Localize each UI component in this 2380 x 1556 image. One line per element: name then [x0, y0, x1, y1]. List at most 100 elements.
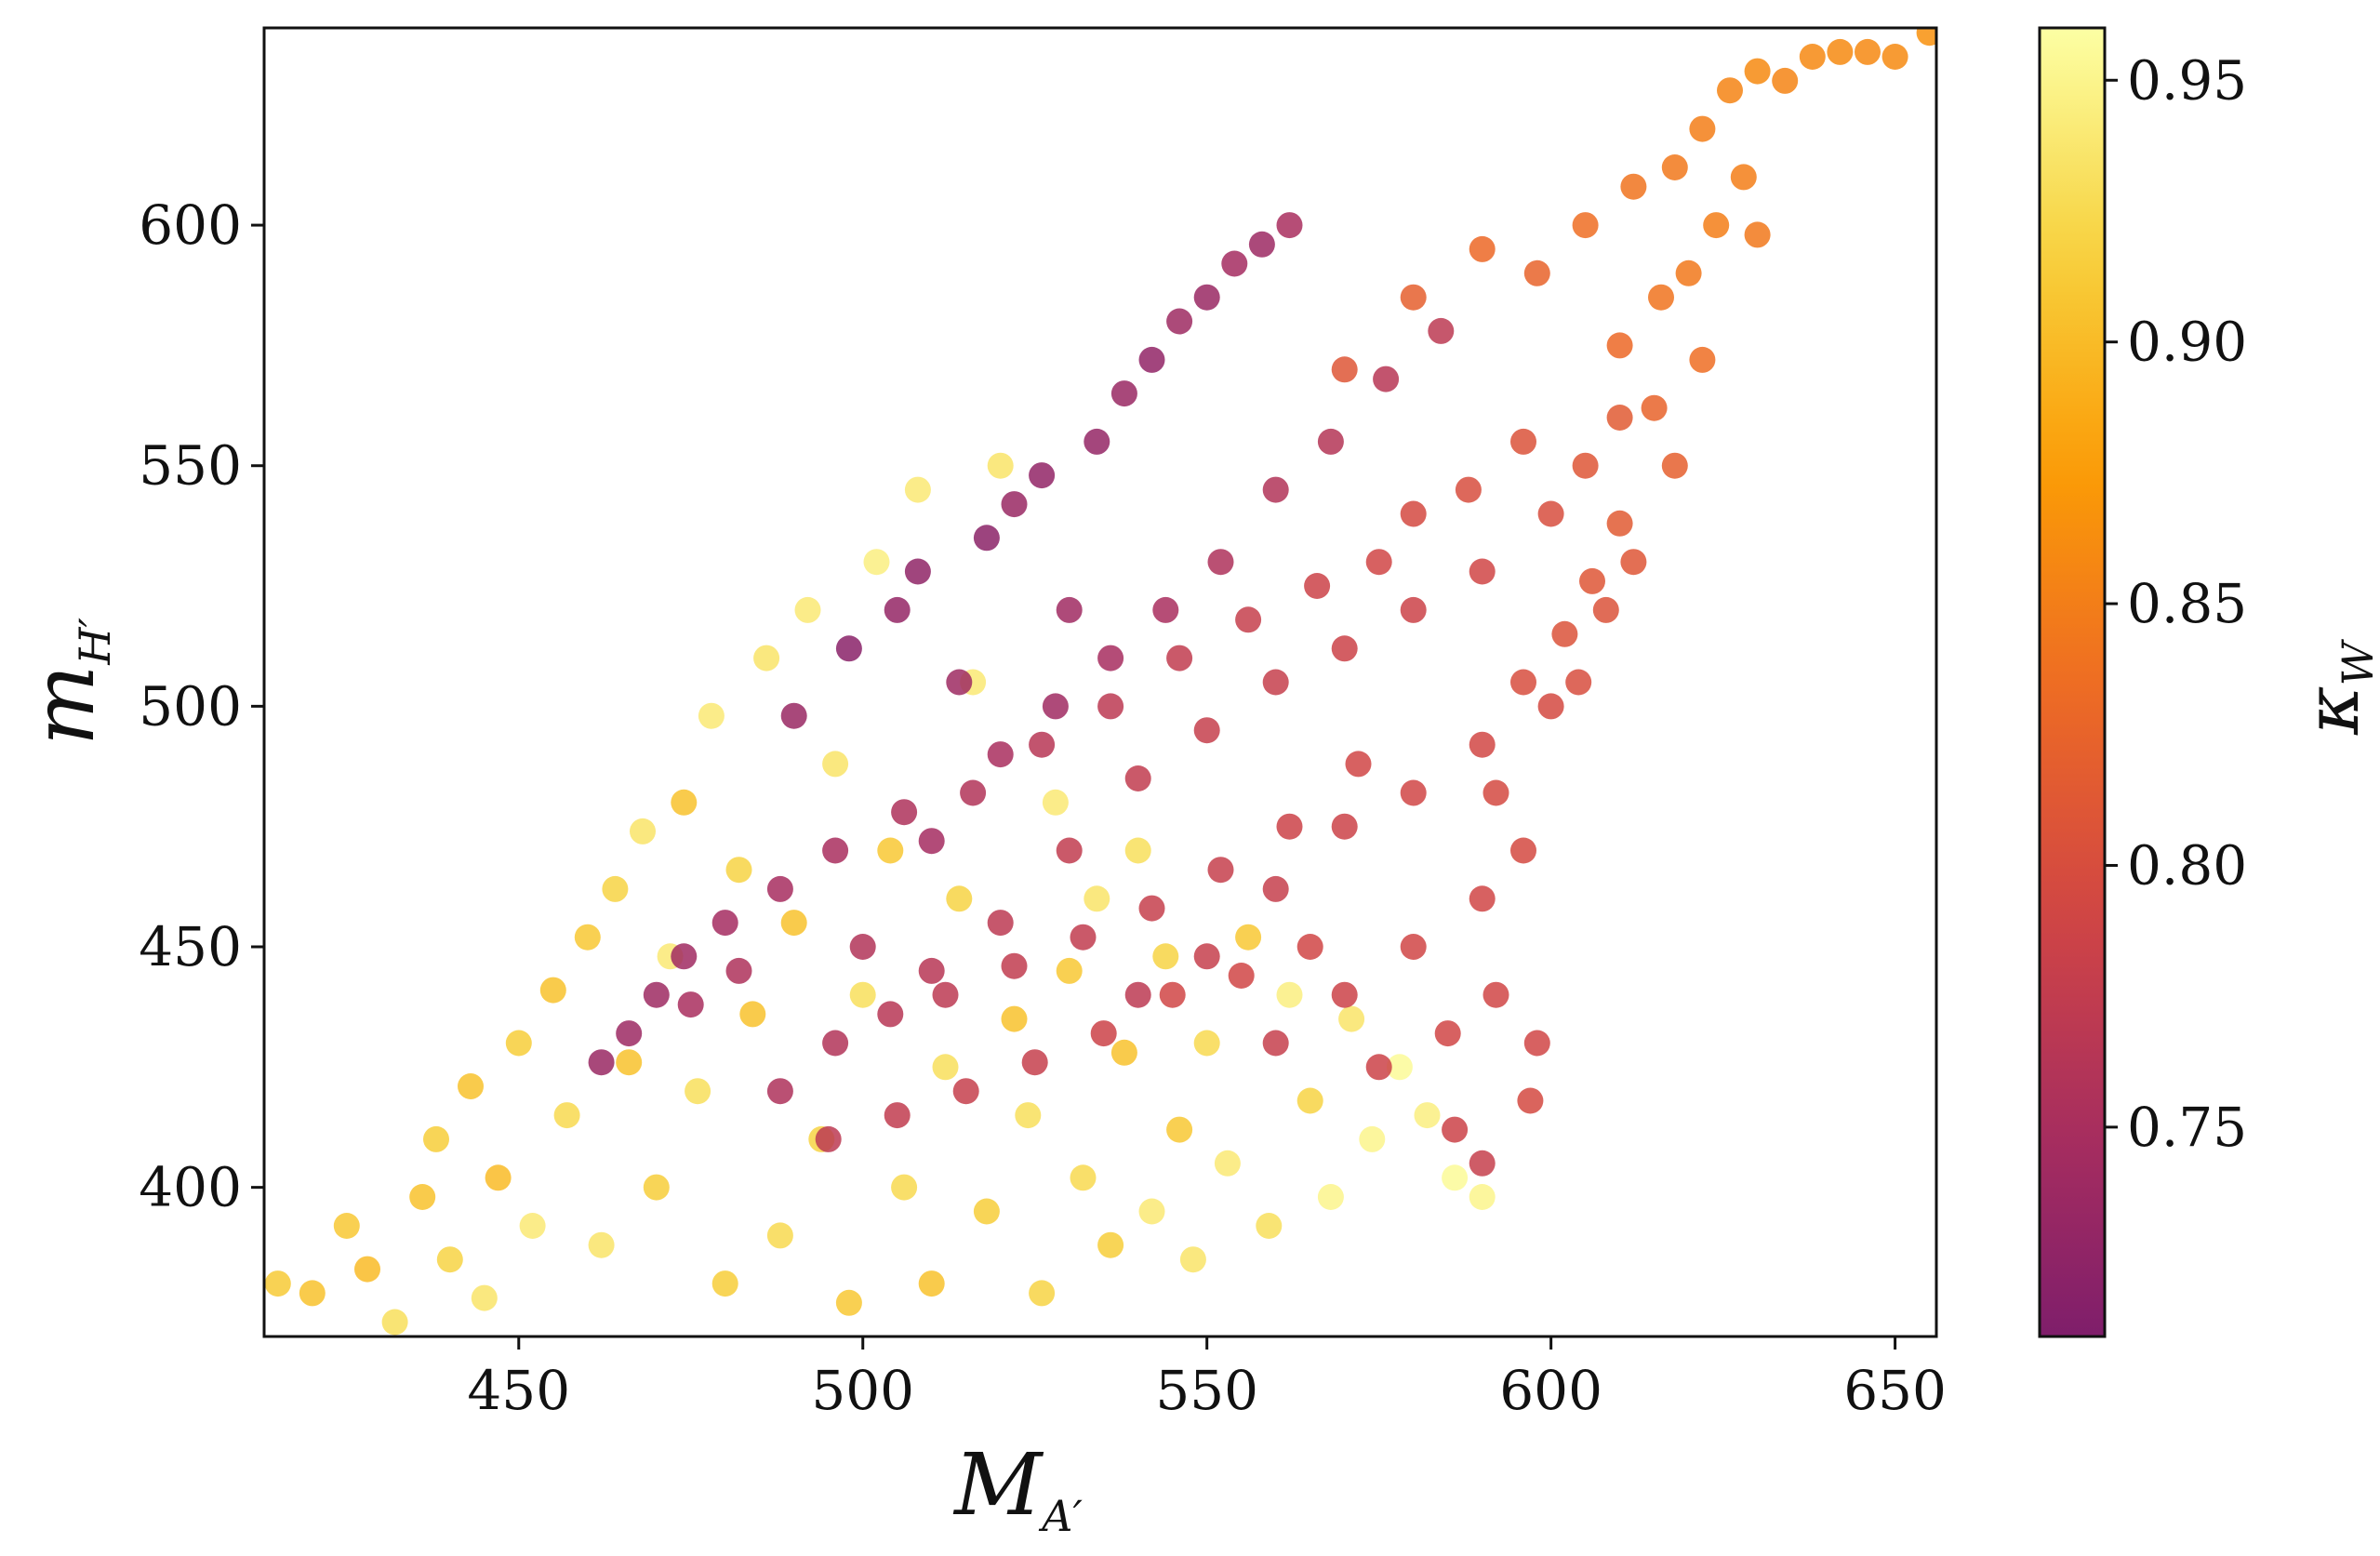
scatter-point	[1916, 28, 1936, 47]
scatter-point	[1262, 476, 1289, 503]
scatter-point	[1661, 452, 1688, 479]
scatter-point	[891, 799, 918, 826]
svg-text:mH′: mH′	[14, 618, 120, 746]
scatter-point	[822, 837, 849, 864]
scatter-point	[1442, 1164, 1469, 1191]
scatter-point	[1097, 1231, 1124, 1258]
colorbar-ticks: 0.75 0.80 0.85 0.90 0.95	[2105, 48, 2247, 1159]
scatter-point	[725, 957, 752, 984]
scatter-point	[766, 875, 793, 902]
scatter-point	[643, 981, 670, 1008]
scatter-point	[1042, 693, 1069, 720]
scatter-point	[1799, 44, 1826, 70]
scatter-point	[753, 645, 780, 672]
scatter-point	[1469, 558, 1496, 585]
scatter-point	[932, 981, 959, 1008]
scatter-point	[519, 1213, 546, 1239]
scatter-point	[1276, 981, 1303, 1008]
scatter-point	[1730, 164, 1757, 191]
scatter-point	[918, 957, 945, 984]
x-tick-label: 600	[1499, 1359, 1602, 1422]
scatter-point	[458, 1073, 484, 1099]
colorbar-title: κW	[2289, 638, 2380, 735]
scatter-point	[1214, 1150, 1241, 1177]
scatter-point	[1001, 1005, 1028, 1032]
scatter-point	[973, 1198, 1000, 1225]
scatter-point	[987, 741, 1014, 768]
scatter-point	[1510, 669, 1536, 696]
y-tick-label: 600	[139, 193, 242, 257]
scatter-point	[1193, 943, 1220, 970]
scatter-point	[835, 1289, 862, 1316]
scatter-point	[1510, 428, 1536, 455]
scatter-point	[1070, 1164, 1097, 1191]
scatter-point	[863, 549, 890, 576]
scatter-point	[1042, 789, 1069, 816]
scatter-point	[1689, 115, 1716, 142]
colorbar-tick-label: 0.90	[2127, 311, 2247, 374]
scatter-point	[588, 1049, 615, 1076]
scatter-point	[711, 910, 738, 937]
scatter-point	[1015, 1102, 1042, 1129]
scatter-point	[1001, 952, 1028, 979]
scatter-point	[1179, 1246, 1206, 1273]
scatter-point	[1483, 779, 1509, 806]
scatter-point	[884, 596, 911, 623]
scatter-point	[946, 885, 973, 912]
scatter-point	[671, 943, 698, 970]
scatter-point	[1572, 212, 1599, 239]
scatter-point	[1744, 221, 1771, 248]
scatter-point	[1276, 813, 1303, 840]
scatter-point	[1193, 284, 1220, 311]
scatter-point	[1373, 366, 1400, 392]
scatter-point	[1469, 235, 1496, 262]
scatter-point	[381, 1309, 408, 1336]
scatter-point	[1124, 981, 1151, 1008]
scatter-point	[1881, 44, 1908, 70]
x-tick-label: 500	[811, 1359, 914, 1422]
x-tick-label: 550	[1155, 1359, 1258, 1422]
x-axis-title: MA′	[952, 1435, 1083, 1541]
scatter-point	[1317, 428, 1344, 455]
scatter-point	[1221, 250, 1248, 277]
scatter-point	[987, 910, 1014, 937]
y-axis-title: mH′	[14, 618, 120, 746]
scatter-point	[1400, 500, 1427, 527]
scatter-point	[1331, 635, 1358, 662]
y-tick-label: 450	[139, 915, 242, 978]
scatter-point	[1029, 731, 1056, 758]
scatter-point	[780, 910, 807, 937]
colorbar-tick-label: 0.85	[2127, 572, 2247, 635]
scatter-point	[1124, 837, 1151, 864]
scatter-point	[1262, 875, 1289, 902]
colorbar-tick-label: 0.95	[2127, 48, 2247, 112]
y-tick-label: 500	[139, 674, 242, 738]
x-tick-label: 450	[467, 1359, 570, 1422]
scatter-point	[918, 1270, 945, 1297]
scatter-point	[1124, 765, 1151, 791]
scatter-point	[739, 1001, 766, 1028]
scatter-point	[1827, 38, 1854, 65]
scatter-point	[685, 1078, 711, 1105]
scatter-point	[1359, 1125, 1386, 1152]
colorbar-tick-label: 0.80	[2127, 833, 2247, 897]
scatter-point	[725, 857, 752, 884]
scatter-point	[1579, 567, 1605, 594]
scatter-point	[1772, 67, 1799, 94]
scatter-point	[1400, 596, 1427, 623]
scatter-point	[835, 635, 862, 662]
scatter-point	[1235, 924, 1262, 951]
colorbar: 0.75 0.80 0.85 0.90 0.95 κW	[2038, 26, 2380, 1338]
scatter-point	[264, 1270, 291, 1297]
scatter-point	[1262, 669, 1289, 696]
scatter-point	[1537, 693, 1564, 720]
scatter-point	[1744, 58, 1771, 85]
scatter-point	[904, 476, 931, 503]
scatter-point	[780, 702, 807, 729]
scatter-point	[1455, 476, 1482, 503]
scatter-point	[643, 1174, 670, 1201]
scatter-point	[1689, 346, 1716, 373]
scatter-point	[1090, 1020, 1117, 1047]
scatter-point	[333, 1213, 360, 1239]
scatter-point	[1159, 981, 1186, 1008]
